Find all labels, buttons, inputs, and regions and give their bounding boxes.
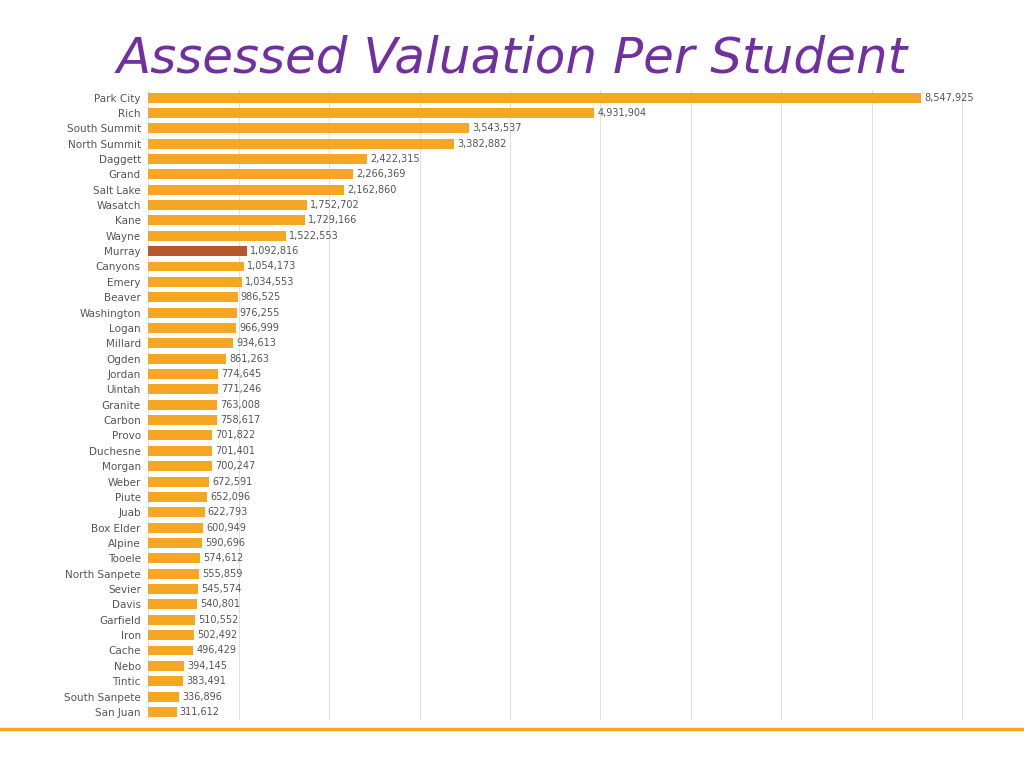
Text: 966,999: 966,999	[239, 323, 279, 333]
Bar	[148, 492, 208, 502]
Bar	[148, 522, 203, 533]
Bar	[148, 385, 218, 395]
Text: 652,096: 652,096	[211, 492, 251, 502]
Bar	[148, 293, 238, 302]
Bar	[148, 308, 237, 318]
Bar	[148, 261, 244, 272]
Bar	[148, 461, 212, 472]
Bar	[148, 139, 455, 149]
Bar	[148, 538, 202, 548]
Text: 2,266,369: 2,266,369	[356, 169, 406, 180]
Bar	[148, 568, 199, 579]
Text: 976,255: 976,255	[240, 307, 281, 318]
Text: 545,574: 545,574	[201, 584, 242, 594]
Bar	[148, 599, 198, 610]
Text: 1,729,166: 1,729,166	[308, 215, 357, 226]
Bar	[148, 108, 594, 118]
Text: 540,801: 540,801	[201, 599, 241, 610]
Text: 3,382,882: 3,382,882	[458, 138, 507, 149]
Bar	[148, 630, 194, 641]
Text: 336,896: 336,896	[182, 691, 222, 702]
Text: 311,612: 311,612	[180, 707, 220, 717]
Text: 510,552: 510,552	[198, 614, 239, 625]
Bar	[148, 445, 212, 456]
Bar	[148, 691, 179, 702]
Text: 672,591: 672,591	[212, 476, 253, 487]
Text: 2,422,315: 2,422,315	[371, 154, 420, 164]
Text: 574,612: 574,612	[204, 553, 244, 564]
Text: 502,492: 502,492	[197, 630, 238, 641]
Text: 861,263: 861,263	[229, 353, 269, 364]
Text: 701,822: 701,822	[215, 430, 255, 441]
Bar	[148, 93, 921, 103]
Text: 2,162,860: 2,162,860	[347, 184, 396, 195]
Bar	[148, 215, 305, 226]
Text: 1,752,702: 1,752,702	[310, 200, 359, 210]
Text: 3,543,537: 3,543,537	[472, 123, 521, 134]
Text: Assessed Valuation Per Student: Assessed Valuation Per Student	[117, 35, 907, 83]
Text: 700,247: 700,247	[215, 461, 255, 472]
Text: 8,547,925: 8,547,925	[924, 92, 974, 103]
Bar	[148, 614, 195, 625]
Bar	[148, 660, 184, 671]
Bar	[148, 676, 183, 687]
Text: 555,859: 555,859	[202, 568, 243, 579]
Text: 600,949: 600,949	[206, 522, 246, 533]
Bar	[148, 170, 353, 180]
Bar	[148, 124, 469, 134]
Text: 1,054,173: 1,054,173	[247, 261, 296, 272]
Bar	[148, 415, 217, 425]
Text: 771,246: 771,246	[221, 384, 261, 395]
Bar	[148, 645, 194, 656]
Bar	[148, 430, 212, 441]
Bar	[148, 399, 217, 410]
Text: 496,429: 496,429	[197, 645, 237, 656]
Bar	[148, 353, 226, 364]
Bar	[148, 323, 236, 333]
Text: 622,793: 622,793	[208, 507, 248, 518]
Text: 1,034,553: 1,034,553	[245, 276, 295, 287]
Text: 758,617: 758,617	[220, 415, 260, 425]
Bar	[148, 200, 307, 210]
Text: 1,092,816: 1,092,816	[250, 246, 300, 257]
Text: 934,613: 934,613	[237, 338, 275, 349]
Text: 763,008: 763,008	[220, 399, 260, 410]
Text: 701,401: 701,401	[215, 445, 255, 456]
Text: 774,645: 774,645	[221, 369, 262, 379]
Bar	[148, 369, 218, 379]
Bar	[148, 707, 177, 717]
Bar	[148, 277, 242, 286]
Text: 590,696: 590,696	[205, 538, 245, 548]
Text: 394,145: 394,145	[187, 660, 227, 671]
Bar	[148, 185, 344, 195]
Bar	[148, 553, 201, 564]
Bar	[148, 338, 232, 349]
Text: 986,525: 986,525	[241, 292, 281, 303]
Bar	[148, 231, 286, 241]
Bar	[148, 584, 198, 594]
Bar	[148, 508, 205, 518]
Text: 4,931,904: 4,931,904	[597, 108, 646, 118]
Text: 383,491: 383,491	[186, 676, 226, 687]
Bar	[148, 476, 209, 487]
Bar	[148, 246, 247, 257]
Bar	[148, 154, 368, 164]
Text: 1,522,553: 1,522,553	[289, 230, 339, 241]
